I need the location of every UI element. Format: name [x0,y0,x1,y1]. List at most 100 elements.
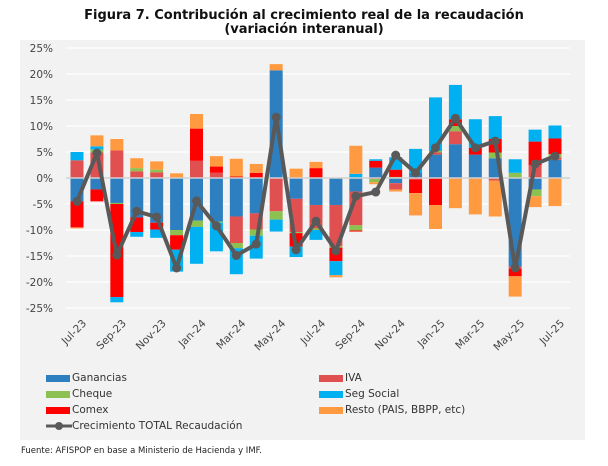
bar-segment-comex [349,230,363,232]
bar-segment-cheque [349,225,363,231]
bar-segment-ganancias [309,178,323,206]
x-tick-label: Mar-25 [453,318,487,352]
bar-segment-seg-social [429,97,442,151]
bar-segment-resto-pais-bbpp-etc [229,158,243,177]
bar-segment-comex [190,128,203,161]
bar-segment-cheque [289,232,303,234]
bar-segment-seg-social [90,146,104,150]
bar-segment-iva [429,152,442,155]
bar-segment-seg-social [70,152,84,161]
bar-segment-cheque [309,228,323,230]
total-growth-point [311,216,321,226]
bar-segment-resto-pais-bbpp-etc [209,156,223,167]
bar-segment-iva [190,160,203,178]
total-growth-point [490,136,500,146]
legend-label: IVA [345,372,362,384]
bar-segment-comex [229,176,243,178]
bar-segment-iva [488,178,502,181]
bar-segment-seg-social [508,159,522,173]
y-tick-label: 10% [30,121,53,133]
bar-segment-iva [389,183,403,190]
bar-segment-iva [329,205,343,247]
chart-title-line1: Figura 7. Contribución al crecimiento re… [84,8,524,23]
total-growth-point [92,148,102,158]
y-tick-label: -25% [26,303,53,315]
bar-segment-ganancias [229,178,243,217]
legend-item-iva: IVA [319,372,362,384]
total-growth-point [172,263,182,273]
x-tick-label: Jul-23 [59,318,89,348]
bar-segment-seg-social [309,230,323,240]
bar-segment-resto-pais-bbpp-etc [249,163,263,173]
bar-segment-comex [548,138,562,155]
bar-segment-ganancias [448,144,462,178]
bar-segment-resto-pais-bbpp-etc [329,275,343,278]
bar-segment-ganancias [528,178,542,190]
bar-segment-resto-pais-bbpp-etc [488,180,502,217]
total-growth-point [72,196,82,206]
legend-item-comex: Comex [46,404,108,416]
legend-swatch [46,374,70,382]
bar-segment-resto-pais-bbpp-etc [508,276,522,297]
bar-segment-resto-pais-bbpp-etc [90,135,104,147]
total-growth-point [411,168,421,178]
total-growth-point [132,206,142,216]
bar-segment-iva [448,131,462,145]
bar-segment-ganancias [369,167,383,178]
bar-segment-comex [170,235,184,250]
bar-segment-cheque [170,230,184,236]
x-tick-label: Jan-24 [176,317,209,350]
bar-segment-comex [70,201,84,228]
bar-segment-resto-pais-bbpp-etc [409,193,423,216]
y-tick-label: -10% [26,225,53,237]
bar-segment-resto-pais-bbpp-etc [389,189,403,192]
bar-segment-resto-pais-bbpp-etc [468,178,482,215]
bar-segment-resto-pais-bbpp-etc [548,178,562,207]
bar-segment-iva [409,178,423,180]
x-tick-label: May-25 [491,318,527,354]
bar-segment-seg-social [548,125,562,139]
bar-segment-comex [409,179,423,194]
bar-segment-seg-social [369,159,383,161]
bar-segment-cheque [130,168,144,172]
bar-segment-resto-pais-bbpp-etc [289,168,303,178]
chart-subtitle: (variación interanual) [224,22,384,37]
bar-segment-resto-pais-bbpp-etc [170,173,184,178]
x-tick-label: Jan-25 [415,318,448,351]
y-tick-label: 5% [36,147,53,159]
total-growth-point [211,221,221,231]
legend-label: Ganancias [72,372,127,384]
bar-segment-cheque [528,189,542,197]
x-tick-label: Jul-25 [537,318,567,348]
total-growth-point [550,151,560,161]
legend-label: Crecimiento TOTAL Recaudación [72,420,243,432]
total-line [72,112,560,273]
bar-segment-comex [90,189,104,202]
x-tick-label: Sep-23 [94,318,129,353]
bar-segment-resto-pais-bbpp-etc [309,161,323,169]
legend-item-resto: Resto (PAIS, BBPP, etc) [319,404,465,416]
y-axis-ticks: 25% 20% 15% 10% 5% 0% -5% -10% -15% -20% -25% [26,43,53,315]
bar-segment-resto-pais-bbpp-etc [349,145,363,174]
bar-segment-cheque [229,243,243,249]
total-growth-point [192,196,201,206]
bar-segment-comex [309,168,323,178]
bar-segment-cheque [508,172,522,178]
y-tick-label: 25% [30,43,53,55]
bar-segment-resto-pais-bbpp-etc [429,205,442,229]
bar-segment-ganancias [389,178,403,184]
bar-segment-seg-social [110,297,124,303]
bar-segment-resto-pais-bbpp-etc [70,227,84,229]
bar-segment-seg-social [448,84,462,120]
bar-segment-cheque [369,179,383,183]
bar-segment-cheque [448,126,462,132]
bar-segment-cheque [150,169,164,173]
legend-swatch [46,406,70,414]
total-growth-point [152,212,162,222]
total-growth-point [112,250,122,260]
bar-segment-comex [528,141,542,165]
y-tick-label: 20% [30,69,53,81]
bar-segment-comex [429,178,442,206]
chart-title: Figura 7. Contribución al crecimiento re… [0,9,608,37]
